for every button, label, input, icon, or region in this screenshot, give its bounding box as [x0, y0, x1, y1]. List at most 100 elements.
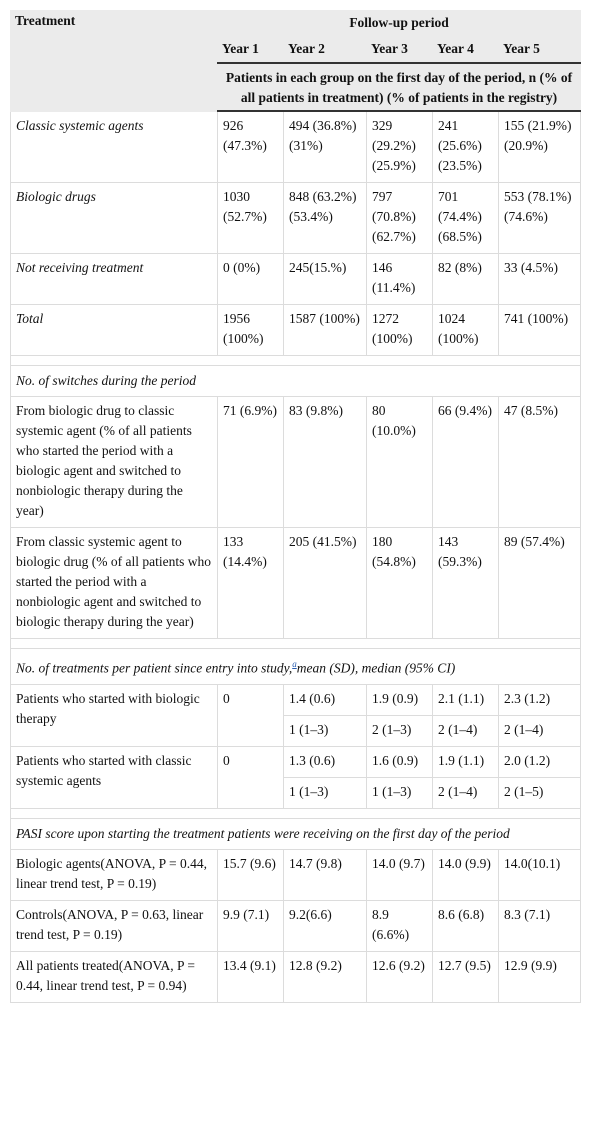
data-cell: 0 [217, 683, 284, 747]
data-cell: 701 (74.4%) (68.5%) [432, 182, 499, 254]
row-label: Biologic agents(ANOVA, P = 0.44, linear … [10, 848, 218, 901]
data-cell: 14.0(10.1) [497, 848, 582, 901]
data-cell: 9.2(6.6) [283, 899, 367, 952]
data-cell: 553 (78.1%) (74.6%) [497, 182, 582, 254]
footnote-marker: a [292, 658, 297, 670]
section-title-text: PASI score upon starting the treatment p… [16, 825, 510, 841]
data-row: Patients who started with biologic thera… [10, 683, 582, 747]
data-cell: 848 (63.2%) (53.4%) [283, 182, 367, 254]
data-cell: 205 (41.5%) [283, 527, 367, 639]
data-cell: 155 (21.9%) (20.9%) [497, 110, 582, 183]
data-cell: 494 (36.8%) (31%) [283, 110, 367, 183]
data-cell: 1030 (52.7%) [217, 182, 284, 254]
row-label: Total [10, 304, 218, 356]
data-cell: 80 (10.0%) [366, 396, 433, 528]
median-cell: 2 (1–3) [366, 714, 433, 747]
spacer-cell [9, 807, 582, 819]
data-cell: 741 (100%) [497, 304, 582, 356]
data-cell: 143 (59.3%) [432, 527, 499, 639]
data-row: All patients treated(ANOVA, P = 0.44, li… [10, 950, 582, 1003]
data-cell: 9.9 (7.1) [217, 899, 284, 952]
table-body: Classic systemic agents 926 (47.3%) 494 (3… [9, 110, 582, 1003]
data-cell: 0 (0%) [217, 253, 284, 305]
header-cell: Patients in each group on the first day … [216, 62, 582, 112]
row-label: Not receiving treatment [10, 253, 218, 305]
data-cell: 71 (6.9%) [217, 396, 284, 528]
data-row: Biologic drugs 1030 (52.7%) 848 (63.2%) (5… [10, 182, 582, 254]
row-label: Controls(ANOVA, P = 0.63, linear trend t… [10, 899, 218, 952]
year-header: Year 5 [497, 35, 582, 64]
data-cell: 329 (29.2%) (25.9%) [366, 110, 433, 183]
data-cell: 83 (9.8%) [283, 396, 367, 528]
spacer-row [9, 355, 582, 366]
row-label: Biologic drugs [10, 182, 218, 254]
data-cell: 12.9 (9.9) [497, 950, 582, 1003]
row-label: From classic systemic agent to biologic … [10, 527, 218, 639]
data-cell: 33 (4.5%) [497, 253, 582, 305]
data-cell: 12.6 (9.2) [366, 950, 433, 1003]
data-row: From classic systemic agent to biologic … [10, 527, 582, 639]
data-cell: 245(15.%) [283, 253, 367, 305]
section-row: No. of switches during the period [9, 365, 582, 397]
median-row: 1 (1–3) 2 (1–3) 2 (1–4) 2 (1–4) [11, 714, 582, 747]
spacer-cell [9, 355, 582, 366]
data-cell: 2.0 (1.2) [497, 745, 582, 778]
data-cell: 241 (25.6%) (23.5%) [432, 110, 499, 183]
data-cell: 1.6 (0.9) [366, 745, 433, 778]
data-cell: 12.8 (9.2) [283, 950, 367, 1003]
data-row: Classic systemic agents 926 (47.3%) 494 (3… [10, 110, 582, 183]
year-header: Year 4 [432, 35, 499, 64]
data-row: Biologic agents(ANOVA, P = 0.44, linear … [10, 848, 582, 901]
data-cell: 1587 (100%) [283, 304, 367, 356]
footnote-link[interactable]: a [292, 659, 297, 669]
data-cell: 12.7 (9.5) [432, 950, 499, 1003]
data-cell: 14.0 (9.9) [432, 848, 499, 901]
data-cell: 14.7 (9.8) [283, 848, 367, 901]
header-row: Year 1 Year 2 Year 3 Year 4 Year 5 [11, 35, 582, 64]
data-row: Total 1956 (100%) 1587 (100%) 1272 (100%) 10… [10, 304, 582, 356]
data-row: Patients who started with classic system… [10, 745, 582, 809]
data-cell: 180 (54.8%) [366, 527, 433, 639]
data-cell: 47 (8.5%) [497, 396, 582, 528]
data-cell: 926 (47.3%) [217, 110, 284, 183]
spacer-cell [9, 638, 582, 649]
data-cell: 1.4 (0.6) [283, 683, 367, 716]
section-row: No. of treatments per patient since entr… [9, 648, 582, 685]
row-label: All patients treated(ANOVA, P = 0.44, li… [10, 950, 218, 1003]
data-cell: 66 (9.4%) [432, 396, 499, 528]
section-title-text: No. of switches during the period [16, 373, 196, 388]
data-cell: 1024 (100%) [432, 304, 499, 356]
section-title: PASI score upon starting the treatment p… [9, 817, 582, 850]
year-header: Year 2 [283, 35, 367, 64]
data-cell: 0 [217, 745, 284, 809]
data-cell: 13.4 (9.1) [217, 950, 284, 1003]
data-cell: 1956 (100%) [217, 304, 284, 356]
data-cell: 82 (8%) [432, 253, 499, 305]
data-cell: 1.9 (0.9) [366, 683, 433, 716]
row-label: Patients who started with classic system… [10, 745, 218, 809]
row-label: Classic systemic agents [10, 110, 218, 183]
spacer-row [9, 807, 582, 819]
median-row: 1 (1–3) 1 (1–3) 2 (1–4) 2 (1–5) [11, 776, 582, 809]
data-cell: 89 (57.4%) [497, 527, 582, 639]
median-cell: 2 (1–4) [432, 776, 499, 809]
median-cell: 1 (1–3) [283, 714, 367, 747]
section-row: PASI score upon starting the treatment p… [9, 817, 582, 850]
header-row: Treatment Follow-up period [10, 10, 582, 112]
data-cell: 15.7 (9.6) [217, 848, 284, 901]
data-cell: 8.9 (6.6%) [366, 899, 433, 952]
data-cell: 8.6 (6.8) [432, 899, 499, 952]
section-title: No. of treatments per patient since entr… [9, 648, 582, 685]
section-title: No. of switches during the period [9, 365, 582, 397]
header-cell: Follow-up period [216, 10, 582, 36]
median-cell: 1 (1–3) [283, 776, 367, 809]
data-cell: 133 (14.4%) [217, 527, 284, 639]
data-cell: 1.9 (1.1) [432, 745, 499, 778]
median-cell: 2 (1–4) [497, 714, 582, 747]
year-header: Year 3 [366, 35, 433, 64]
data-cell: 2.1 (1.1) [432, 683, 499, 716]
row-label: From biologic drug to classic systemic a… [10, 396, 218, 528]
